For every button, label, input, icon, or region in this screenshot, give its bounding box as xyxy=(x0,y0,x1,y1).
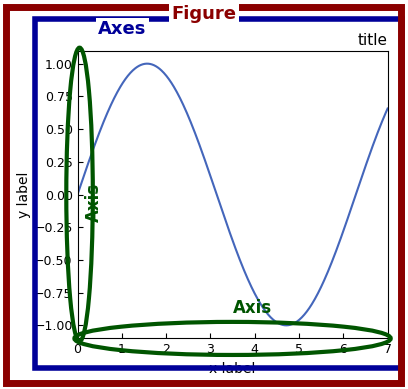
Text: Axis: Axis xyxy=(233,299,273,317)
X-axis label: x label: x label xyxy=(209,362,256,376)
Text: Figure: Figure xyxy=(171,5,237,23)
Text: Axis: Axis xyxy=(85,183,103,222)
Y-axis label: y label: y label xyxy=(18,171,31,218)
Text: Axes: Axes xyxy=(98,20,146,38)
Text: title: title xyxy=(357,33,388,48)
